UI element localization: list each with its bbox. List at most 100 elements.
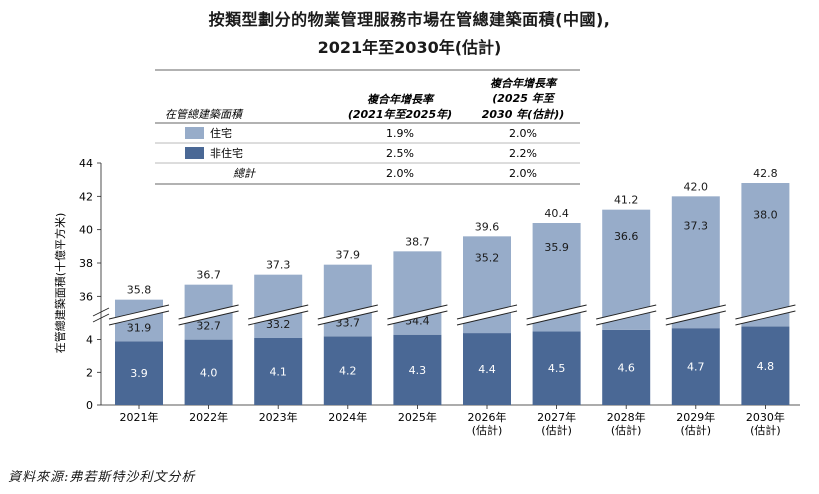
cagr2-header-line2: (2025 年至 bbox=[492, 92, 555, 105]
bar-break-slash bbox=[248, 304, 309, 320]
bar-break-slash bbox=[108, 310, 170, 326]
y-axis-label: 在管總建築面積(十億平方米) bbox=[53, 213, 67, 354]
legend-swatch-nonresidential bbox=[185, 147, 204, 159]
data-label-nonresidential: 4.0 bbox=[200, 366, 218, 379]
data-label-total: 42.0 bbox=[684, 180, 709, 193]
x-tick-label: 2029年 bbox=[676, 410, 715, 424]
legend-swatch-residential bbox=[185, 127, 204, 139]
x-tick-label: (估計) bbox=[611, 423, 642, 437]
y-tick-label: 36 bbox=[79, 290, 93, 303]
cagr1-header-line2: (2021年至2025年) bbox=[348, 108, 452, 121]
row-residential-cagr2: 2.0% bbox=[509, 127, 537, 140]
data-label-nonresidential: 4.1 bbox=[269, 365, 287, 378]
bar-break-slash bbox=[387, 304, 448, 320]
bar-nonresidential bbox=[741, 326, 790, 405]
y-tick-label: 0 bbox=[86, 399, 93, 412]
bar-break-slash bbox=[317, 304, 378, 320]
cagr2-header-line3: 2030 年(估計)) bbox=[482, 108, 565, 121]
bar-break-slash bbox=[665, 310, 726, 326]
data-label-nonresidential: 4.5 bbox=[548, 362, 566, 375]
bar-break-slash bbox=[178, 310, 239, 326]
row-total-label: 總計 bbox=[233, 167, 256, 180]
data-label-residential: 37.3 bbox=[684, 219, 709, 232]
data-label-total: 37.3 bbox=[266, 259, 291, 272]
chart-subtitle: 2021年至2030年(估計) bbox=[317, 38, 502, 57]
x-tick-label: (估計) bbox=[750, 423, 781, 437]
y-tick-label: 4 bbox=[86, 334, 93, 347]
data-label-total: 38.7 bbox=[405, 235, 430, 248]
bar-nonresidential bbox=[532, 331, 581, 405]
data-label-nonresidential: 4.2 bbox=[339, 365, 357, 378]
data-label-residential: 36.6 bbox=[614, 230, 639, 243]
data-label-total: 40.4 bbox=[544, 207, 569, 220]
y-tick-label: 44 bbox=[79, 157, 93, 170]
bar-nonresidential bbox=[184, 339, 233, 405]
y-tick-label: 2 bbox=[86, 366, 93, 379]
x-tick-label: 2030年 bbox=[746, 410, 785, 424]
bar-break-slash bbox=[248, 310, 309, 326]
bar-break-gap bbox=[526, 305, 587, 325]
bar-nonresidential bbox=[323, 336, 372, 405]
data-label-residential: 32.7 bbox=[196, 320, 221, 333]
x-tick-label: 2023年 bbox=[259, 410, 298, 424]
data-label-residential: 33.2 bbox=[266, 318, 291, 331]
row-total-cagr1: 2.0% bbox=[386, 167, 414, 180]
bar-break-slash bbox=[108, 304, 170, 320]
bar-break-slash bbox=[596, 304, 657, 320]
row-nonresidential-cagr2: 2.2% bbox=[509, 147, 537, 160]
y-axis-break-slash bbox=[92, 313, 110, 323]
bar-nonresidential bbox=[115, 341, 163, 405]
data-label-nonresidential: 4.7 bbox=[687, 361, 705, 374]
data-label-nonresidential: 4.8 bbox=[757, 360, 775, 373]
row-nonresidential-cagr1: 2.5% bbox=[386, 147, 414, 160]
data-label-total: 35.8 bbox=[127, 284, 152, 297]
bar-break-gap bbox=[735, 305, 796, 325]
bar-residential bbox=[741, 183, 790, 327]
bar-residential bbox=[671, 196, 720, 329]
cagr1-header-line1: 複合年增長率 bbox=[367, 93, 435, 106]
data-label-residential: 38.0 bbox=[753, 209, 778, 222]
x-tick-label: 2027年 bbox=[537, 410, 576, 424]
source-note: 資料來源:弗若斯特沙利文分析 bbox=[8, 470, 196, 485]
x-tick-label: 2021年 bbox=[120, 410, 159, 424]
x-tick-label: 2026年 bbox=[468, 410, 507, 424]
x-tick-label: (估計) bbox=[472, 423, 503, 437]
bar-break-slash bbox=[665, 304, 726, 320]
data-label-nonresidential: 4.4 bbox=[478, 363, 496, 376]
x-tick-label: 2025年 bbox=[398, 410, 437, 424]
bar-break-slash bbox=[456, 304, 518, 320]
row-residential-label: 住宅 bbox=[210, 126, 232, 140]
data-label-residential: 35.2 bbox=[475, 252, 500, 265]
cagr2-header-line1: 複合年增長率 bbox=[490, 77, 558, 90]
table-header-label: 在管總建築面積 bbox=[165, 108, 244, 121]
bar-nonresidential bbox=[463, 333, 511, 405]
bar-break-gap bbox=[387, 305, 448, 325]
bar-break-gap bbox=[596, 305, 657, 325]
bar-break-slash bbox=[178, 304, 239, 320]
row-residential-cagr1: 1.9% bbox=[386, 127, 414, 140]
bar-break-gap bbox=[665, 305, 726, 325]
data-label-total: 36.7 bbox=[196, 269, 221, 282]
bar-break-gap bbox=[109, 305, 169, 325]
bars: 3.931.935.84.032.736.74.133.237.34.233.7… bbox=[115, 167, 790, 405]
bar-break-gap bbox=[317, 305, 378, 325]
bar-nonresidential bbox=[602, 329, 651, 405]
y-tick-label: 42 bbox=[79, 190, 93, 203]
axis-break-marks bbox=[92, 304, 796, 326]
row-nonresidential-label: 非住宅 bbox=[210, 146, 243, 160]
y-tick-label: 38 bbox=[79, 257, 93, 270]
data-label-total: 39.6 bbox=[475, 220, 500, 233]
bar-break-slash bbox=[317, 310, 378, 326]
x-tick-label: 2024年 bbox=[328, 410, 367, 424]
x-axis-labels: 2021年 2022年 2023年 2024年 2025年 2026年(估計)2027年(… bbox=[120, 405, 785, 437]
data-label-nonresidential: 4.6 bbox=[617, 361, 635, 374]
bar-break-slash bbox=[456, 310, 518, 326]
bar-break-slash bbox=[735, 304, 796, 320]
data-label-nonresidential: 4.3 bbox=[409, 364, 427, 377]
data-label-residential: 31.9 bbox=[127, 321, 152, 334]
y-tick-label: 40 bbox=[79, 224, 93, 237]
bar-residential bbox=[254, 274, 303, 338]
bar-break-slash bbox=[596, 310, 657, 326]
y-axis-break-slash bbox=[92, 307, 110, 317]
